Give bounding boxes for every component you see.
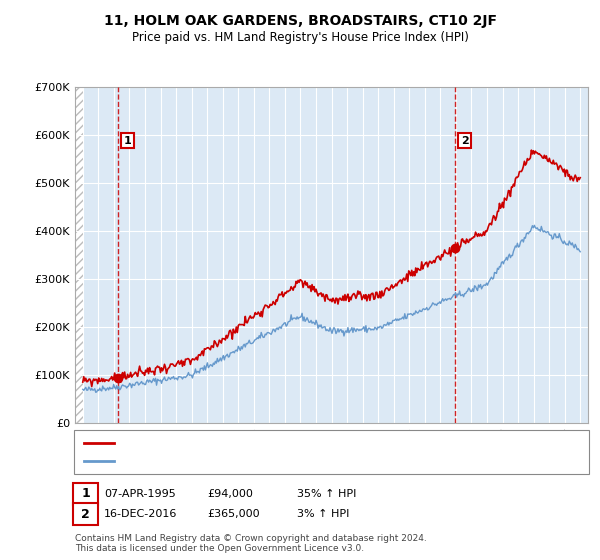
- Bar: [67, 87, 83, 423]
- Text: 16-DEC-2016: 16-DEC-2016: [104, 509, 177, 519]
- Text: 1: 1: [81, 487, 90, 501]
- Text: 3% ↑ HPI: 3% ↑ HPI: [297, 509, 349, 519]
- Text: Price paid vs. HM Land Registry's House Price Index (HPI): Price paid vs. HM Land Registry's House …: [131, 31, 469, 44]
- Text: £94,000: £94,000: [207, 489, 253, 499]
- Text: 35% ↑ HPI: 35% ↑ HPI: [297, 489, 356, 499]
- Text: 11, HOLM OAK GARDENS, BROADSTAIRS, CT10 2JF (detached house): 11, HOLM OAK GARDENS, BROADSTAIRS, CT10 …: [119, 438, 476, 448]
- Text: Contains HM Land Registry data © Crown copyright and database right 2024.
This d: Contains HM Land Registry data © Crown c…: [75, 534, 427, 553]
- Text: 1: 1: [124, 136, 131, 146]
- Text: HPI: Average price, detached house, Thanet: HPI: Average price, detached house, Than…: [119, 456, 348, 466]
- Text: 07-APR-1995: 07-APR-1995: [104, 489, 176, 499]
- Text: 2: 2: [81, 507, 90, 521]
- Text: £365,000: £365,000: [207, 509, 260, 519]
- Text: 2: 2: [461, 136, 469, 146]
- Text: 11, HOLM OAK GARDENS, BROADSTAIRS, CT10 2JF: 11, HOLM OAK GARDENS, BROADSTAIRS, CT10 …: [104, 14, 497, 28]
